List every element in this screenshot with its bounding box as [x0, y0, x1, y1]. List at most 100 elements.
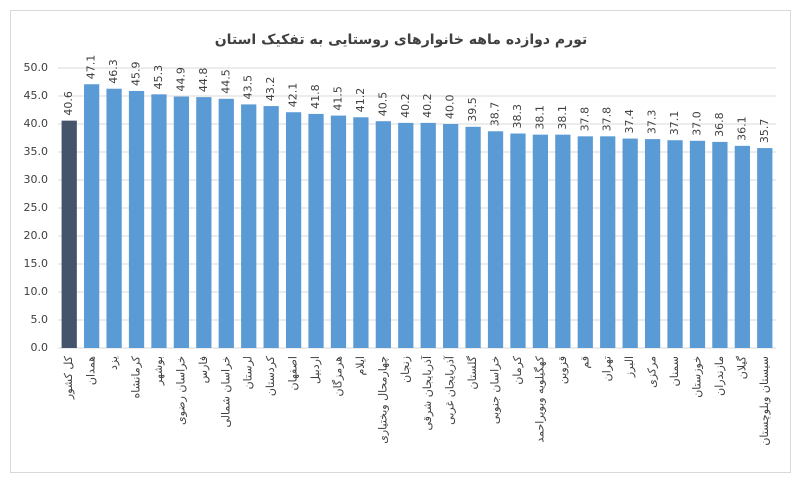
- x-tick-label: البرز: [623, 356, 636, 378]
- x-tick-label: زنجان: [399, 356, 412, 383]
- bar: [600, 136, 616, 348]
- data-label: 44.9: [174, 67, 187, 92]
- x-tick-label: یزد: [107, 356, 120, 370]
- x-tick-label: قم: [578, 356, 591, 369]
- data-label: 38.3: [511, 104, 524, 129]
- data-label: 45.9: [130, 61, 143, 86]
- x-tick-label: هرمزگان: [331, 356, 344, 397]
- data-label: 37.0: [690, 111, 703, 136]
- data-label: 47.1: [85, 55, 98, 80]
- data-label: 36.8: [713, 112, 726, 137]
- bar: [510, 133, 526, 348]
- x-tick-label: ایلام: [354, 356, 367, 376]
- x-tick-label: سیستان وبلوچستان: [758, 356, 771, 446]
- data-label: 40.5: [376, 92, 389, 117]
- bar: [173, 96, 190, 348]
- data-label: 38.1: [556, 105, 569, 130]
- x-tick-label: چهارمحال وبختیاری: [376, 356, 389, 444]
- x-tick-label: سمنان: [668, 356, 681, 386]
- bar: [353, 117, 369, 348]
- bar: [712, 141, 728, 348]
- x-tick-label: کرمان: [511, 355, 524, 384]
- x-tick-label: لرستان: [242, 356, 255, 389]
- x-tick-label: همدان: [85, 356, 98, 385]
- bar: [622, 138, 638, 348]
- bar: [375, 121, 391, 348]
- data-label: 39.5: [466, 97, 479, 122]
- x-tick-label: خراسان رضوی: [174, 356, 187, 425]
- data-label: 46.3: [107, 59, 120, 84]
- data-label: 40.6: [62, 91, 75, 116]
- data-label: 42.1: [287, 83, 300, 108]
- bar: [308, 113, 324, 348]
- data-label: 43.5: [242, 75, 255, 100]
- x-tick-label: کل کشور: [62, 355, 75, 400]
- bar: [443, 124, 459, 348]
- bar: [106, 88, 122, 348]
- data-label: 44.5: [219, 69, 232, 94]
- bar: [263, 106, 279, 348]
- data-label: 38.7: [489, 102, 502, 127]
- x-tick-label: گلستان: [466, 355, 479, 389]
- x-tick-label: آذربایجان شرقی: [420, 355, 434, 430]
- y-tick-label: 45.0: [24, 89, 49, 102]
- y-tick-label: 15.0: [24, 257, 49, 270]
- bar: [420, 122, 436, 348]
- bar: [734, 145, 750, 348]
- bar: [61, 120, 77, 348]
- data-label: 41.2: [354, 88, 367, 113]
- x-tick-label: کردستان: [264, 355, 277, 396]
- y-tick-label: 0.0: [31, 341, 49, 354]
- bar: [555, 134, 571, 348]
- x-tick-label: آذربایجان غربی: [443, 355, 457, 425]
- bar: [398, 122, 414, 348]
- bar: [128, 90, 145, 349]
- bar: [644, 139, 661, 348]
- bar: [532, 134, 549, 348]
- bar: [285, 112, 302, 349]
- bar: [151, 94, 167, 348]
- data-label: 37.8: [601, 107, 614, 132]
- y-tick-label: 25.0: [24, 201, 49, 214]
- x-tick-label: مرکزی: [646, 356, 659, 388]
- bar: [196, 97, 212, 349]
- data-label: 37.8: [578, 107, 591, 132]
- data-label: 36.1: [735, 116, 748, 141]
- x-tick-label: گیلان: [735, 355, 748, 379]
- data-label: 41.8: [309, 84, 322, 109]
- bar: [465, 126, 481, 348]
- x-tick-label: اصفهان: [287, 356, 300, 390]
- data-label: 40.2: [421, 93, 434, 118]
- y-tick-label: 20.0: [24, 229, 49, 242]
- data-label: 37.1: [668, 111, 681, 136]
- data-label: 35.7: [758, 119, 771, 144]
- data-label: 43.2: [264, 77, 277, 102]
- y-tick-label: 10.0: [24, 285, 49, 298]
- bar: [487, 131, 504, 348]
- data-label: 40.2: [399, 93, 412, 118]
- bar: [84, 84, 100, 349]
- x-tick-label: خراسان شمالی: [219, 356, 232, 428]
- x-tick-label: کهگیلویه وبویراحمد: [533, 355, 546, 442]
- x-tick-label: خراسان جنوبی: [489, 356, 502, 424]
- x-tick-label: بوشهر: [152, 356, 165, 386]
- y-tick-label: 30.0: [24, 173, 49, 186]
- data-label: 45.3: [152, 65, 165, 90]
- chart-title: تورم دوازده ماهه خانوارهای روستایی به تف…: [215, 32, 588, 48]
- x-tick-label: کرمانشاه: [130, 355, 143, 398]
- data-label: 37.3: [646, 110, 659, 135]
- data-label: 41.5: [331, 86, 344, 111]
- data-label: 40.0: [444, 95, 457, 120]
- data-label: 37.4: [623, 109, 636, 134]
- bar: [667, 140, 683, 348]
- bar: [757, 148, 773, 348]
- bar: [218, 98, 234, 348]
- x-tick-label: فارس: [197, 356, 210, 383]
- x-tick-label: خوزستان: [690, 356, 703, 398]
- x-tick-label: مازندران: [713, 356, 726, 396]
- y-tick-label: 5.0: [31, 313, 49, 326]
- bar: [330, 115, 347, 348]
- y-tick-label: 35.0: [24, 145, 49, 158]
- bar: [577, 136, 593, 348]
